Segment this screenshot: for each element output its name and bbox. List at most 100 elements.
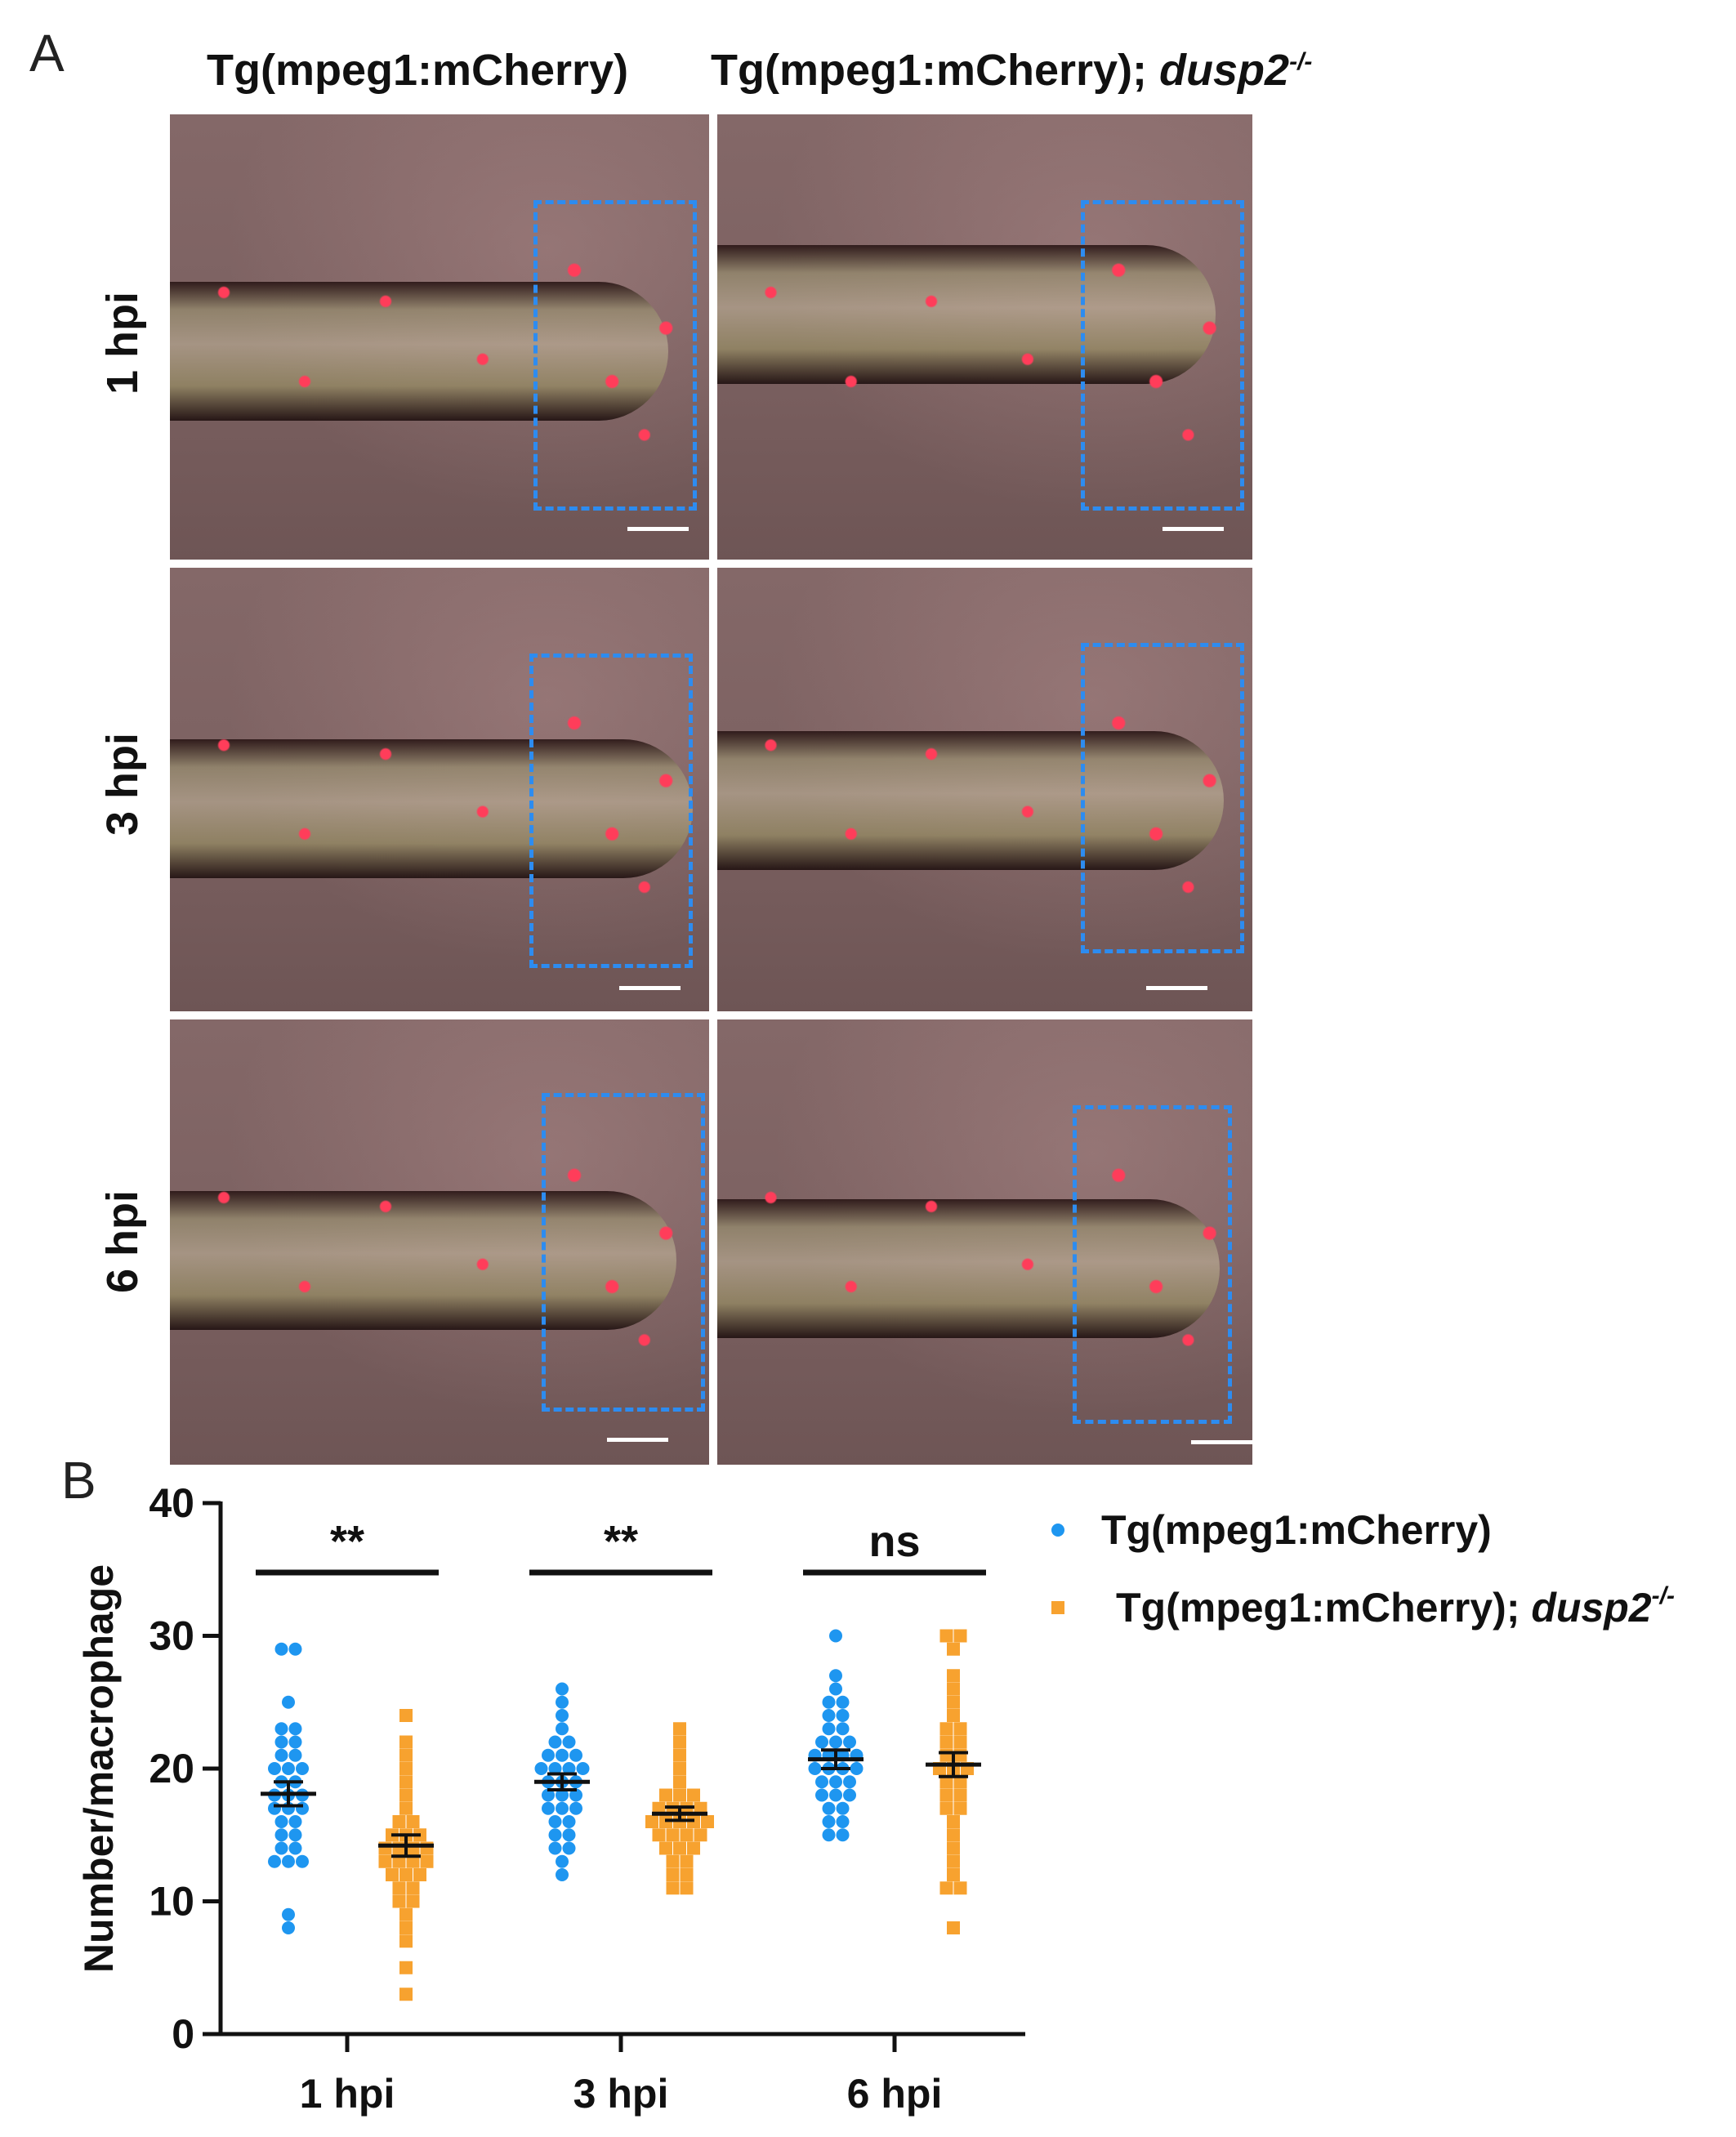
data-point xyxy=(296,1801,309,1815)
data-point xyxy=(548,1762,562,1775)
data-point xyxy=(406,1854,420,1868)
data-point xyxy=(569,1748,582,1762)
data-point xyxy=(274,1815,288,1828)
data-point xyxy=(673,1735,686,1749)
y-tick-label: 40 xyxy=(149,1480,194,1526)
legend-marker-dusp2 xyxy=(1051,1601,1064,1614)
data-point xyxy=(556,1748,569,1762)
data-point xyxy=(399,1762,413,1775)
x-tick-label: 3 hpi xyxy=(573,2071,669,2117)
data-point xyxy=(947,1709,960,1722)
data-point xyxy=(953,1775,967,1789)
data-point xyxy=(836,1815,850,1828)
data-point xyxy=(939,1722,953,1736)
data-point xyxy=(282,1854,295,1868)
data-point xyxy=(282,1907,295,1921)
row-label-3hpi: 3 hpi xyxy=(98,732,147,837)
data-point xyxy=(274,1722,288,1736)
data-point xyxy=(953,1748,967,1762)
data-point xyxy=(406,1894,420,1908)
data-point xyxy=(673,1841,686,1855)
data-point xyxy=(274,1642,288,1656)
data-point xyxy=(666,1868,680,1881)
x-tick-label: 6 hpi xyxy=(847,2071,943,2117)
data-point xyxy=(569,1801,582,1815)
data-point xyxy=(829,1775,842,1789)
data-point xyxy=(694,1828,707,1842)
significance-label: ** xyxy=(604,1517,638,1566)
data-point xyxy=(392,1815,406,1828)
data-point xyxy=(420,1854,434,1868)
data-point xyxy=(673,1788,686,1802)
data-point xyxy=(556,1682,569,1696)
data-point xyxy=(680,1854,694,1868)
data-point xyxy=(939,1629,953,1643)
data-point xyxy=(282,1695,295,1709)
data-point xyxy=(562,1762,576,1775)
data-point xyxy=(666,1881,680,1895)
data-point xyxy=(399,1988,413,2001)
x-tick-label: 1 hpi xyxy=(300,2071,395,2117)
micrograph-dusp2-1hpi xyxy=(717,114,1252,560)
micrograph-dusp2-3hpi xyxy=(717,568,1252,1011)
data-point xyxy=(548,1841,562,1855)
data-point xyxy=(399,1921,413,1934)
data-point xyxy=(843,1775,856,1789)
data-point xyxy=(392,1854,406,1868)
data-point xyxy=(282,1762,295,1775)
data-point xyxy=(274,1735,288,1749)
micrograph-wt-3hpi xyxy=(170,568,709,1011)
data-point xyxy=(576,1762,590,1775)
data-point xyxy=(822,1709,836,1722)
data-point xyxy=(562,1815,576,1828)
data-point xyxy=(939,1775,953,1789)
data-point xyxy=(659,1841,672,1855)
data-point xyxy=(556,1868,569,1881)
data-point xyxy=(399,1788,413,1802)
data-point xyxy=(274,1828,288,1842)
data-point xyxy=(822,1828,836,1842)
data-point xyxy=(829,1669,842,1683)
micrograph-wt-1hpi xyxy=(170,114,709,560)
data-point xyxy=(843,1788,856,1802)
micrograph-wt-6hpi xyxy=(170,1019,709,1465)
data-point xyxy=(939,1735,953,1749)
data-point xyxy=(939,1788,953,1802)
data-point xyxy=(288,1642,302,1656)
data-point xyxy=(296,1854,309,1868)
data-point xyxy=(673,1775,686,1789)
data-point xyxy=(534,1762,548,1775)
data-point xyxy=(542,1788,555,1802)
data-point xyxy=(268,1854,281,1868)
data-point xyxy=(399,1801,413,1815)
data-point xyxy=(953,1788,967,1802)
data-point xyxy=(274,1841,288,1855)
data-point xyxy=(556,1722,569,1736)
column-header-wildtype: Tg(mpeg1:mCherry) xyxy=(207,46,629,95)
data-point xyxy=(413,1868,426,1881)
data-point xyxy=(829,1735,842,1749)
data-point xyxy=(673,1722,686,1736)
data-point xyxy=(288,1722,302,1736)
data-point xyxy=(953,1735,967,1749)
data-point xyxy=(947,1868,960,1881)
data-point xyxy=(815,1788,828,1802)
data-point xyxy=(815,1735,828,1749)
panel-a-letter: A xyxy=(29,24,65,83)
data-point xyxy=(378,1854,392,1868)
data-point xyxy=(399,1907,413,1921)
data-point xyxy=(680,1881,694,1895)
y-tick-label: 30 xyxy=(149,1613,194,1659)
data-point xyxy=(947,1828,960,1842)
panel-b-letter: B xyxy=(61,1451,96,1510)
data-point xyxy=(947,1695,960,1709)
data-point xyxy=(822,1801,836,1815)
data-point xyxy=(829,1788,842,1802)
legend-label-dusp2: Tg(mpeg1:mCherry); dusp2-/- xyxy=(1116,1582,1675,1631)
data-point xyxy=(939,1881,953,1895)
data-point xyxy=(562,1735,576,1749)
data-point xyxy=(556,1854,569,1868)
data-point xyxy=(645,1815,658,1828)
data-point xyxy=(822,1815,836,1828)
data-point xyxy=(953,1801,967,1815)
